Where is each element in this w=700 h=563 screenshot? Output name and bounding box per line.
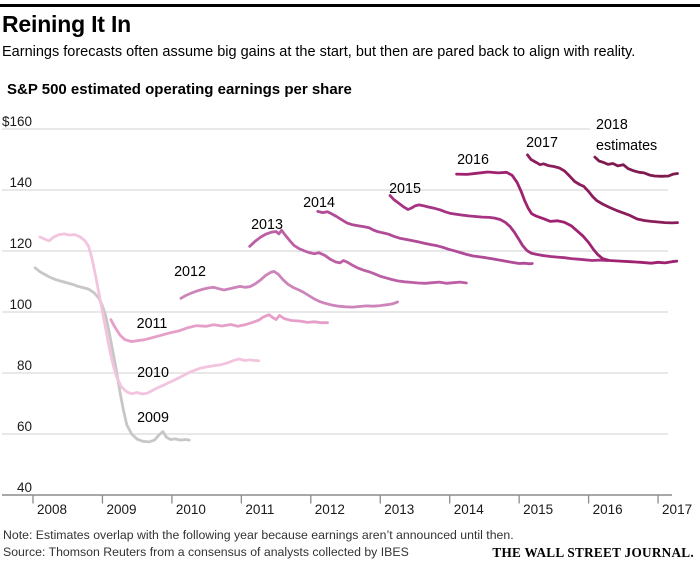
x-tick-label-2017: 2017	[662, 502, 692, 517]
series-line-2013-estimates	[248, 228, 468, 285]
x-tick-label-2014: 2014	[454, 502, 485, 517]
x-tick-label-2016: 2016	[593, 502, 623, 517]
series-year-label-2014: 2014	[303, 195, 335, 211]
series-year-label-2015: 2015	[389, 181, 421, 197]
series-year-label-2010: 2010	[137, 365, 169, 381]
series-year-label-2011: 2011	[137, 316, 168, 332]
series-year-label-2016: 2016	[457, 152, 489, 168]
chart-title: S&P 500 estimated operating earnings per…	[7, 81, 352, 98]
x-tick-label-2013: 2013	[384, 502, 414, 517]
x-tick-label-2010: 2010	[176, 502, 206, 517]
series-year-label-2013: 2013	[251, 217, 283, 233]
y-tick-label-120: 120	[9, 236, 32, 251]
x-tick-label-2009: 2009	[106, 502, 136, 517]
chart-note: Note: Estimates overlap with the followi…	[3, 528, 514, 542]
x-tick-label-2015: 2015	[523, 502, 553, 517]
top-rule	[0, 4, 700, 7]
series-line-2010-estimates	[38, 232, 261, 396]
series-year-label-2012: 2012	[174, 264, 206, 280]
x-tick-label-2011: 2011	[245, 502, 274, 517]
y-tick-label-40: 40	[17, 480, 32, 495]
series-line-2012-estimates	[179, 269, 400, 309]
series-line-2018-estimates	[593, 155, 679, 178]
y-tick-label-80: 80	[17, 358, 32, 373]
y-tick-label-160: $160	[2, 114, 32, 129]
series-year-label-2009: 2009	[137, 410, 169, 426]
x-tick-label-2012: 2012	[315, 502, 345, 517]
y-tick-label-60: 60	[17, 419, 32, 434]
series-year-label-estimates: estimates	[596, 138, 657, 154]
chart-source: Source: Thomson Reuters from a consensus…	[3, 545, 409, 559]
page-title: Reining It In	[2, 11, 131, 37]
series-line-2011-estimates	[109, 313, 329, 344]
series-year-label-2018: 2018	[596, 117, 628, 133]
y-tick-label-140: 140	[9, 175, 32, 190]
series-line-2017-estimates	[526, 153, 679, 225]
series-line-2016-estimates	[455, 170, 679, 265]
series-year-label-2017: 2017	[526, 135, 558, 151]
x-tick-label-2008: 2008	[37, 502, 67, 517]
page-subtitle: Earnings forecasts often assume big gain…	[2, 44, 636, 60]
series-line-2009-estimates	[33, 266, 191, 444]
wsj-logo: THE WALL STREET JOURNAL.	[492, 545, 694, 560]
series-line-2015-estimates	[388, 194, 609, 262]
series-line-2014-estimates	[316, 209, 534, 266]
y-tick-label-100: 100	[9, 297, 32, 312]
